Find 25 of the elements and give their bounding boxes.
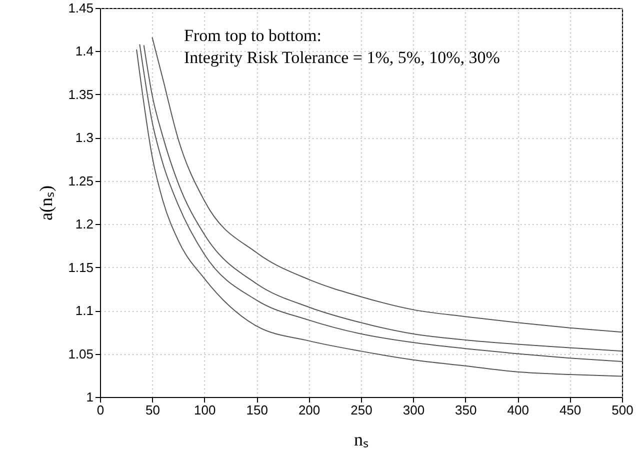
y-tick-label: 1.3 [75, 130, 94, 146]
y-tick-label: 1.25 [68, 173, 94, 188]
x-tick-label: 0 [96, 402, 104, 418]
y-tick-label: 1.35 [68, 86, 94, 102]
x-tick-label: 450 [559, 402, 582, 418]
y-tick-label: 1.2 [75, 216, 94, 232]
x-tick-label: 150 [246, 402, 268, 418]
x-tick-label: 100 [194, 402, 216, 418]
x-tick-label: 300 [402, 402, 425, 418]
y-tick-label: 1.15 [68, 260, 94, 275]
y-tick-label: 1.05 [68, 346, 94, 362]
x-tick-label: 400 [507, 402, 529, 418]
x-tick-label: 200 [298, 402, 320, 418]
x-tick-label: 50 [145, 402, 160, 418]
y-tick-label: 1.45 [68, 0, 94, 16]
y-tick-label: 1 [86, 390, 94, 404]
annotation: Integrity Risk Tolerance = 1%, 5%, 10%, 30% [184, 48, 500, 67]
annotation: From top to bottom: [184, 26, 322, 45]
x-axis-title: nₛ [354, 430, 369, 450]
x-tick-label: 250 [350, 402, 372, 418]
y-axis-title: a(nₛ) [36, 186, 56, 220]
x-tick-label: 350 [455, 402, 477, 418]
y-tick-label: 1.4 [75, 44, 94, 59]
x-tick-label: 500 [612, 402, 634, 418]
y-tick-label: 1.1 [75, 303, 94, 318]
